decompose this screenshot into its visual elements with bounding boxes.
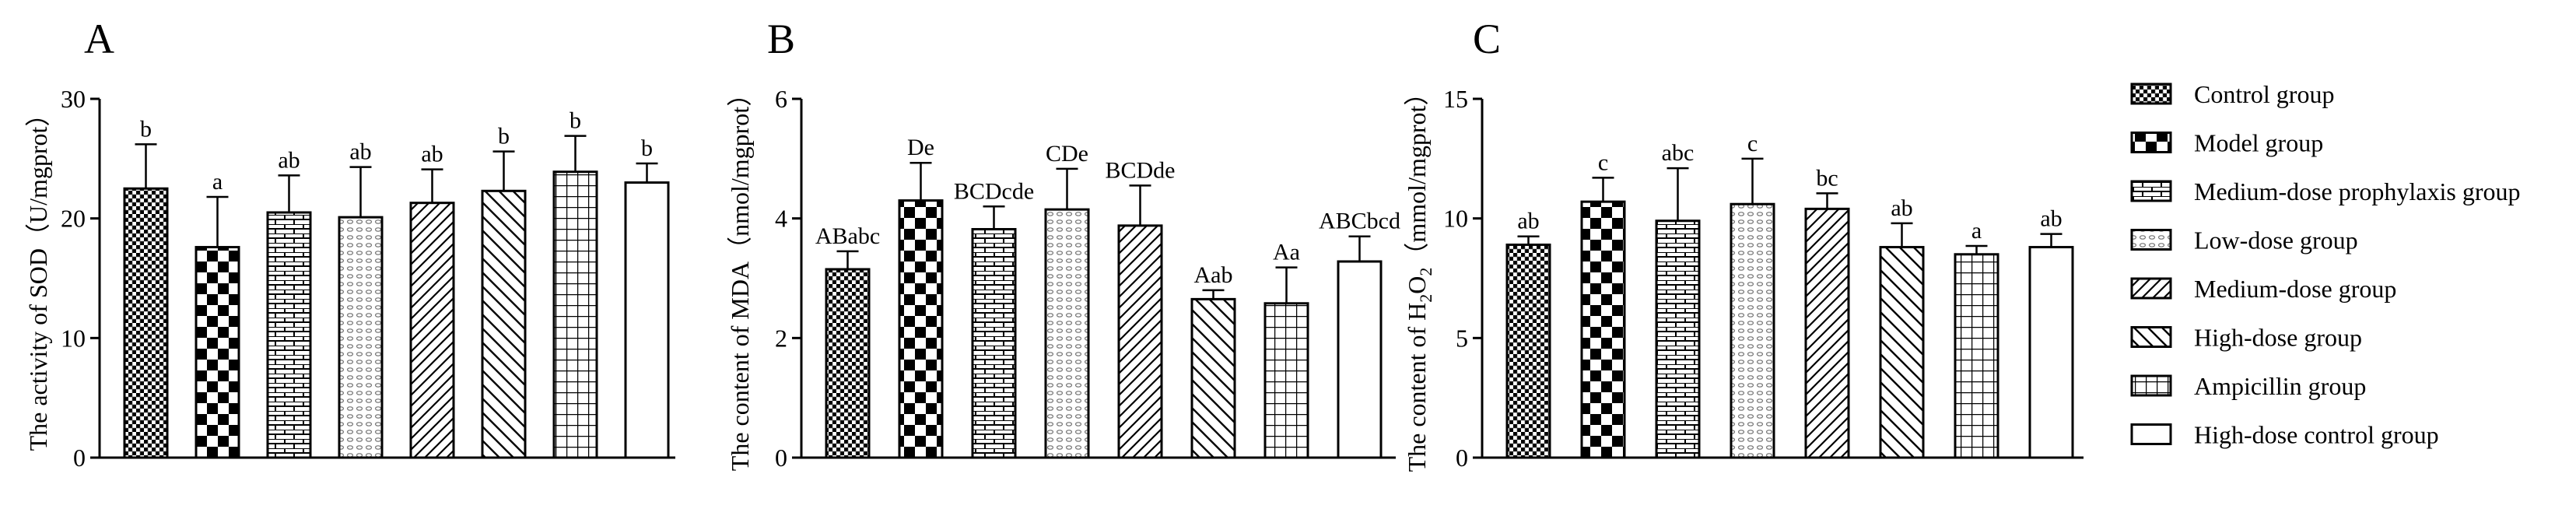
y-tick-label-a: 30 <box>61 85 86 113</box>
panel-a-chart: 0 10 20 30 b a ab ab ab b b b <box>61 85 675 472</box>
significance-label-c: bc <box>1816 165 1838 191</box>
significance-label-b: BCDcde <box>954 178 1034 204</box>
significance-label-b: De <box>907 135 934 160</box>
legend-swatch-diag <box>2130 277 2172 300</box>
bar-c-0 <box>1505 243 1551 459</box>
y-tick-label-c: 5 <box>1456 324 1468 352</box>
y-tick-label-b: 2 <box>775 324 787 352</box>
legend-swatch-dots <box>2130 229 2172 251</box>
significance-label-c: ab <box>1517 209 1539 234</box>
y-tick-label-c: 0 <box>1456 444 1468 472</box>
legend-label: High-dose group <box>2194 324 2362 352</box>
legend-swatch-squares <box>2130 374 2172 397</box>
y-tick-label-b: 4 <box>775 205 787 233</box>
significance-label-a: ab <box>278 147 300 173</box>
bar-c-5 <box>1879 246 1925 459</box>
y-tick-label-c: 10 <box>1443 205 1468 233</box>
y-axis-title-a: The activity of SOD（U/mgprot） <box>24 102 52 451</box>
significance-label-c: ab <box>1891 195 1912 221</box>
bar-c-1 <box>1580 200 1626 459</box>
legend-label: Medium-dose prophylaxis group <box>2194 177 2521 205</box>
significance-label-c: ab <box>2040 206 2062 232</box>
bar-b-5 <box>1190 297 1236 459</box>
legend: Control group Model group Medium-dose prop… <box>2130 80 2521 449</box>
y-tick-label-b: 0 <box>775 444 787 472</box>
significance-label-a: b <box>140 116 152 142</box>
significance-label-b: Aab <box>1194 262 1233 288</box>
panel-b-chart: 0 2 4 6 ABabc De BCDcde CDe BCDde Aab Aa ABCbcd <box>775 85 1400 472</box>
legend-swatch-brick <box>2130 180 2172 202</box>
significance-label-b: CDe <box>1046 141 1088 167</box>
y-axis-title-c: The content of H2O2（mmol/mgprot） <box>1403 81 1435 472</box>
y-axis-title-c-suffix: （mmol/mgprot） <box>1403 81 1431 268</box>
bar-a-1 <box>195 246 240 459</box>
significance-label-c: a <box>1971 218 1982 244</box>
bar-c-3 <box>1730 202 1775 459</box>
bar-a-0 <box>123 187 169 459</box>
bar-b-1 <box>898 199 944 459</box>
legend-label: Model group <box>2194 129 2323 157</box>
bar-a-3 <box>338 216 384 459</box>
legend-swatch-anti <box>2130 326 2172 348</box>
bar-a-4 <box>409 202 455 459</box>
legend-label: Ampicillin group <box>2194 372 2366 400</box>
bar-b-2 <box>971 227 1017 459</box>
y-axis-title-c-sub2: 2 <box>1416 268 1435 276</box>
y-axis-title-c-sub1: 2 <box>1416 294 1435 303</box>
legend-swatch-white <box>2130 423 2172 445</box>
bar-a-6 <box>552 170 598 459</box>
significance-label-a: ab <box>421 142 443 167</box>
significance-label-a: b <box>641 135 653 161</box>
y-axis-title-c-prefix: The content of H <box>1403 303 1431 472</box>
bar-b-7 <box>1337 260 1383 459</box>
legend-label: Low-dose group <box>2194 226 2358 254</box>
legend-swatch-checker <box>2130 132 2172 153</box>
significance-label-a: ab <box>349 139 371 165</box>
bar-c-2 <box>1655 219 1701 459</box>
bar-c-7 <box>2028 246 2074 459</box>
bar-a-5 <box>481 189 527 459</box>
significance-label-b: ABabc <box>815 223 880 249</box>
bar-c-6 <box>1954 253 1999 459</box>
bar-a-7 <box>624 181 670 459</box>
panel-letter-c: C <box>1473 16 1501 62</box>
significance-label-a: b <box>570 108 581 134</box>
significance-label-c: abc <box>1662 140 1695 166</box>
significance-label-c: c <box>1747 131 1758 156</box>
legend-label: High-dose control group <box>2194 421 2439 449</box>
legend-label: Control group <box>2194 80 2334 108</box>
panel-letter-b: B <box>767 16 795 62</box>
y-tick-label-a: 20 <box>61 205 86 233</box>
legend-swatch-grid <box>2130 82 2172 105</box>
y-tick-label-c: 15 <box>1443 85 1468 113</box>
significance-label-a: b <box>498 124 510 149</box>
panel-letter-a: A <box>84 16 114 62</box>
significance-label-b: BCDde <box>1106 157 1176 183</box>
bar-b-6 <box>1263 302 1309 459</box>
y-axis-title-b: The content of MDA（nmol/mgprot） <box>726 82 754 471</box>
significance-label-b: Aa <box>1273 240 1300 265</box>
y-tick-label-a: 10 <box>61 324 86 352</box>
y-tick-label-a: 0 <box>73 444 86 472</box>
bar-b-4 <box>1117 224 1163 459</box>
legend-label: Medium-dose group <box>2194 275 2396 303</box>
bar-a-2 <box>266 211 312 459</box>
y-tick-label-b: 6 <box>775 85 787 113</box>
bar-c-4 <box>1804 207 1850 459</box>
bar-b-0 <box>825 268 871 459</box>
significance-label-a: a <box>212 169 223 195</box>
bar-b-3 <box>1044 208 1090 459</box>
significance-label-b: ABCbcd <box>1319 209 1400 234</box>
y-axis-title-c-mid: O <box>1403 276 1431 294</box>
significance-label-c: c <box>1598 149 1608 175</box>
